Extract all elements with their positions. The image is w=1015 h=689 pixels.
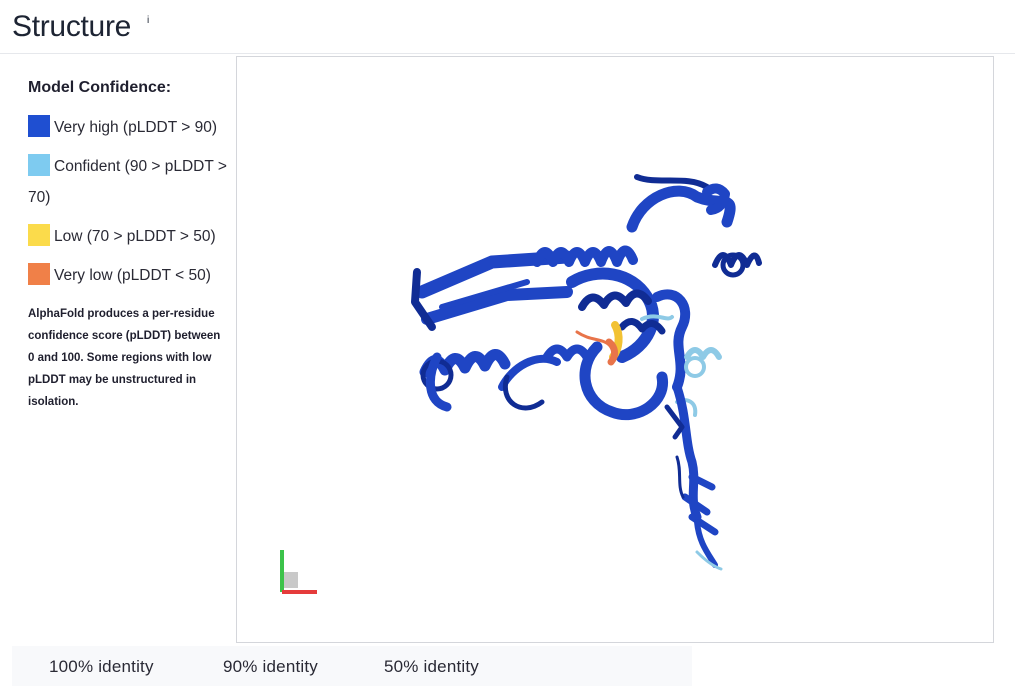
page-title: Structure — [12, 10, 132, 43]
info-icon[interactable]: i — [147, 15, 150, 26]
legend-heading: Model Confidence: — [28, 79, 172, 96]
legend-label-confident: Confident (90 > pLDDT > 70) — [28, 158, 227, 206]
tab-100-identity[interactable]: 100% identity — [49, 657, 154, 676]
swatch-low — [28, 224, 50, 246]
protein-ribbon — [411, 174, 762, 571]
tab-90-identity[interactable]: 90% identity — [223, 657, 319, 676]
protein-structure-canvas[interactable] — [237, 57, 993, 642]
identity-tabs: 100% identity 90% identity 50% identity — [12, 646, 692, 686]
swatch-very-high — [28, 115, 50, 137]
legend-item-very-high: Very high (pLDDT > 90) — [28, 112, 228, 143]
tab-50-identity[interactable]: 50% identity — [384, 657, 480, 676]
legend-label-low: Low (70 > pLDDT > 50) — [54, 228, 216, 245]
confidence-legend: Model Confidence: Very high (pLDDT > 90)… — [28, 72, 228, 413]
legend-note: AlphaFold produces a per-residue confide… — [28, 308, 221, 408]
legend-label-very-high: Very high (pLDDT > 90) — [54, 119, 217, 136]
legend-label-very-low: Very low (pLDDT < 50) — [54, 267, 211, 284]
legend-item-confident: Confident (90 > pLDDT > 70) — [28, 151, 228, 213]
structure-viewer[interactable] — [236, 56, 994, 643]
legend-item-very-low: Very low (pLDDT < 50) — [28, 260, 228, 291]
legend-item-low: Low (70 > pLDDT > 50) — [28, 221, 228, 252]
axes-indicator-icon — [280, 550, 317, 594]
swatch-confident — [28, 154, 50, 176]
section-header: Structure i — [0, 0, 1015, 54]
swatch-very-low — [28, 263, 50, 285]
